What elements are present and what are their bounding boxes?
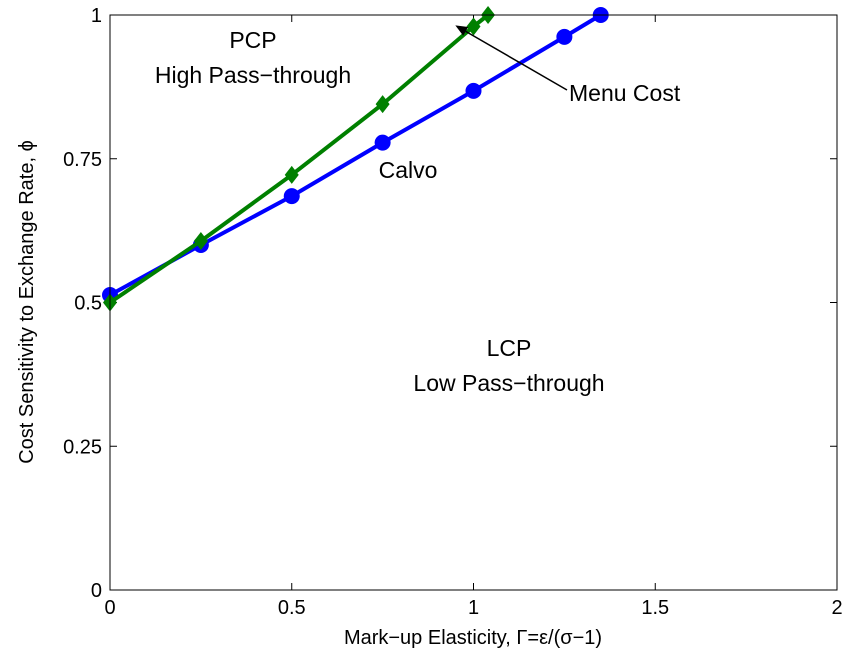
x-tick-label: 0 (104, 597, 115, 619)
y-axis-label: Cost Sensitivity to Exchange Rate, ϕ (16, 140, 38, 464)
x-tick-label: 1 (468, 597, 479, 619)
data-point (284, 165, 299, 184)
x-axis-label: Mark−up Elasticity, Γ=ε/(σ−1) (344, 627, 602, 649)
y-tick-labels: 0 0.25 0.5 0.75 1 (63, 5, 102, 602)
menu-cost-arrowhead (455, 25, 469, 36)
y-tick-label: 0.75 (63, 149, 102, 171)
series-menu-cost (103, 6, 496, 312)
data-point (283, 188, 300, 205)
data-point (375, 95, 390, 114)
data-point (465, 82, 482, 99)
menu-cost-arrow (465, 30, 568, 91)
data-point (193, 231, 208, 250)
plot-area (110, 15, 837, 590)
pcp-label: PCP (229, 27, 276, 53)
y-tick-label: 1 (91, 5, 102, 27)
x-tick-label: 0.5 (278, 597, 306, 619)
calvo-label: Calvo (379, 157, 438, 183)
x-tick-label: 1.5 (641, 597, 669, 619)
low-pass-through-label: Low Pass−through (413, 370, 604, 396)
y-tick-label: 0.25 (63, 436, 102, 458)
series-layer (102, 6, 609, 312)
y-tick-label: 0 (91, 580, 102, 602)
data-point (556, 28, 573, 45)
menu-cost-label: Menu Cost (569, 80, 681, 106)
x-tick-labels: 0 0.5 1 1.5 2 (104, 597, 842, 619)
data-point (374, 134, 391, 151)
y-tick-label: 0.5 (74, 293, 102, 315)
data-point (466, 17, 481, 36)
x-tick-label: 2 (831, 597, 842, 619)
plot-frame (109, 14, 838, 591)
lcp-label: LCP (487, 335, 532, 361)
high-pass-through-label: High Pass−through (155, 62, 351, 88)
